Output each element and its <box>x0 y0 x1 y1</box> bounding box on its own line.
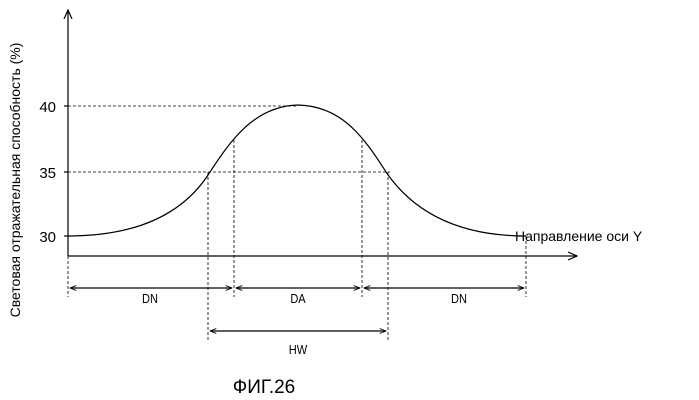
reflectance-curve <box>68 105 526 236</box>
span-dn-right-label: DN <box>451 291 467 306</box>
y-axis-label: Световая отражательная способность (%) <box>7 43 23 318</box>
figure-caption: ФИГ.26 <box>233 377 295 398</box>
span-dn-left-label: DN <box>142 291 158 306</box>
y-tick-label-40: 40 <box>39 99 56 116</box>
span-hw-label: HW <box>289 342 308 357</box>
y-tick-label-35: 35 <box>39 165 56 182</box>
span-da-label: DA <box>290 291 306 306</box>
y-tick-label-30: 30 <box>39 229 56 246</box>
x-axis-label: Направление оси Y <box>515 228 643 244</box>
